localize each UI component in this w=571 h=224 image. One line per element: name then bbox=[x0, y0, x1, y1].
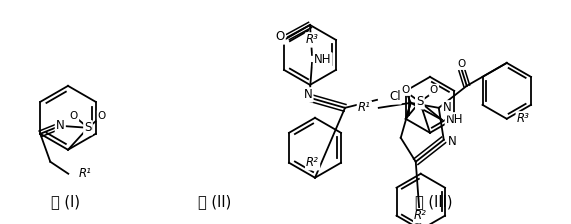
Text: R¹: R¹ bbox=[358, 101, 371, 114]
Text: Cl: Cl bbox=[389, 90, 401, 103]
Text: R¹: R¹ bbox=[78, 167, 91, 180]
Text: O: O bbox=[98, 111, 106, 121]
Text: O: O bbox=[275, 30, 284, 43]
Text: R³: R³ bbox=[517, 112, 530, 125]
Text: N: N bbox=[448, 135, 456, 148]
Text: NH: NH bbox=[446, 113, 464, 126]
Text: N: N bbox=[304, 88, 312, 101]
Text: 式 (III): 式 (III) bbox=[415, 194, 453, 209]
Text: O: O bbox=[457, 59, 466, 69]
Text: O: O bbox=[430, 85, 438, 95]
Text: R³: R³ bbox=[306, 33, 319, 46]
Text: N: N bbox=[56, 119, 65, 132]
Text: N: N bbox=[443, 101, 452, 114]
Text: NH: NH bbox=[314, 53, 332, 66]
Text: O: O bbox=[70, 111, 78, 121]
Text: R²: R² bbox=[414, 209, 427, 222]
Text: S: S bbox=[85, 121, 92, 134]
Text: O: O bbox=[402, 85, 410, 95]
Text: 式 (I): 式 (I) bbox=[51, 194, 80, 209]
Text: S: S bbox=[416, 95, 424, 108]
Text: R²: R² bbox=[306, 156, 319, 169]
Text: 式 (II): 式 (II) bbox=[198, 194, 231, 209]
